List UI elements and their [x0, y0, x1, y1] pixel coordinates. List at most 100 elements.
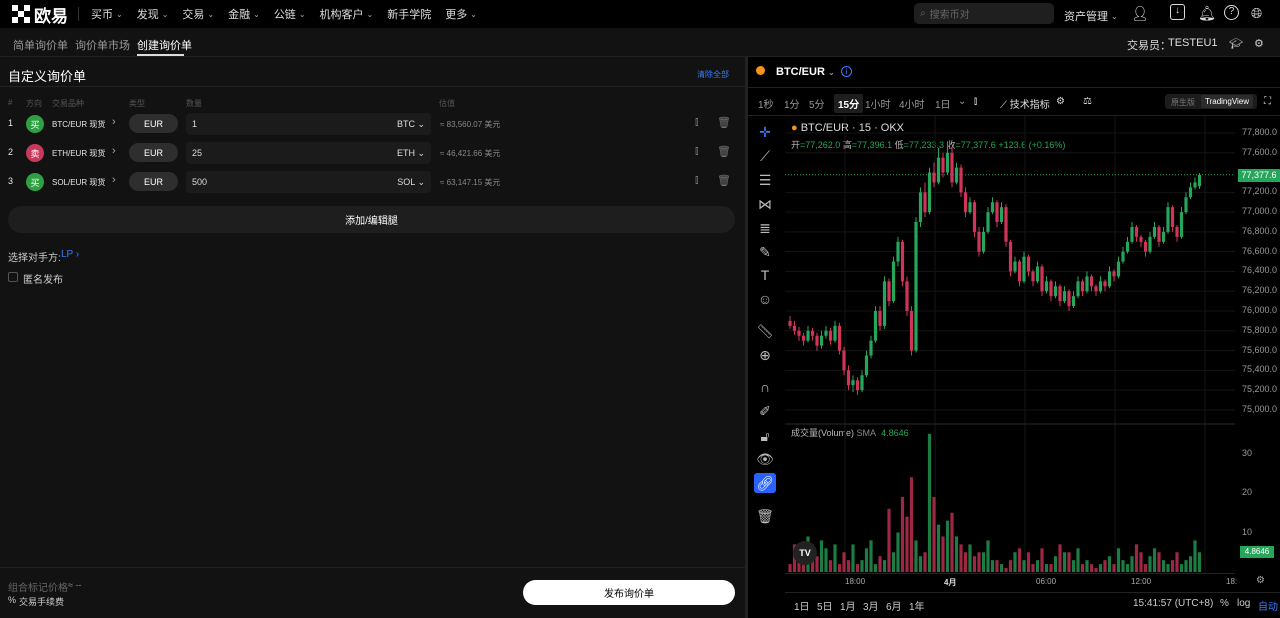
bell-icon[interactable]: 🔔︎	[1198, 5, 1216, 21]
unit-select[interactable]: ETH ⌄	[396, 148, 425, 158]
brand-logo[interactable]: 欧易	[12, 2, 68, 27]
indicators-button[interactable]: ⟋ 技术指标	[1000, 96, 1050, 111]
type-select[interactable]: EUR	[129, 172, 178, 191]
emoji-icon[interactable]: ☺	[757, 291, 773, 307]
delete-icon[interactable]: 🗑︎	[717, 146, 731, 158]
assets-menu[interactable]: 资产管理 ⌄	[1064, 8, 1118, 24]
zoom-in-icon[interactable]: ⊕	[759, 346, 771, 363]
timeframe-1[interactable]: 1分	[784, 100, 800, 111]
pair-selector[interactable]: BTC/EUR ⌄	[776, 66, 835, 78]
volume-bar	[837, 564, 842, 572]
horizontal-lines-icon[interactable]: ☰	[758, 171, 772, 188]
tradingview-logo[interactable]: TV	[793, 541, 817, 565]
search-input[interactable]: ⌕ 搜索币对	[914, 3, 1054, 24]
submit-rfq-button[interactable]: 发布询价单	[523, 580, 735, 605]
timeframe-5[interactable]: 4小时	[899, 100, 925, 111]
type-select[interactable]: EUR	[129, 143, 178, 162]
range-button[interactable]: 3月	[863, 602, 879, 613]
info-icon[interactable]: i	[841, 66, 852, 77]
side-badge[interactable]: 卖	[26, 144, 44, 162]
quantity-input[interactable]: 25 ETH ⌄	[186, 142, 431, 164]
brush-icon[interactable]: ✎	[759, 243, 771, 260]
graduation-cap-icon[interactable]: 🎓︎	[1229, 38, 1243, 50]
view-native[interactable]: 原生版	[1171, 98, 1195, 107]
side-badge[interactable]: 买	[26, 173, 44, 191]
trendline-icon[interactable]: ⟋	[760, 147, 770, 164]
axis-settings-icon[interactable]: ⚙	[1256, 575, 1265, 586]
tab-simple-rfq[interactable]: 简单询价单	[13, 40, 68, 52]
candle-body	[896, 241, 900, 262]
tab-rfq-market[interactable]: 询价单市场	[75, 40, 130, 52]
help-icon[interactable]: ?	[1224, 5, 1239, 20]
chart-settings-icon[interactable]: ⚙	[1056, 96, 1065, 107]
link-icon[interactable]: 🔗︎	[754, 473, 776, 493]
range-button[interactable]: 1日	[794, 602, 810, 613]
range-button[interactable]: 1月	[840, 602, 856, 613]
clear-all-link[interactable]: 清除全部	[697, 70, 729, 79]
fee-label[interactable]: 交易手续费	[19, 597, 65, 607]
nav-item[interactable]: 更多 ⌄	[445, 6, 477, 22]
timeframe-3[interactable]: 15分	[834, 94, 864, 113]
volume-bar	[1085, 560, 1089, 572]
nav-item[interactable]: 公链 ⌄	[274, 6, 306, 22]
magnet-icon[interactable]: ∩	[759, 379, 771, 395]
nav-item[interactable]: 交易 ⌄	[182, 6, 214, 22]
settings-icon[interactable]: ⚙	[1254, 38, 1264, 50]
candlestick-icon[interactable]: ⫾	[695, 116, 699, 128]
timeframe-6[interactable]: 1日	[935, 100, 951, 111]
timeframe-0[interactable]: 1秒	[758, 100, 774, 111]
user-icon[interactable]: 👤︎	[1131, 5, 1149, 21]
chevron-down-icon[interactable]: ⌄	[958, 96, 967, 107]
panel-resize-handle[interactable]	[745, 57, 748, 618]
ruler-icon[interactable]: 📏︎	[756, 322, 774, 339]
price-chart[interactable]	[785, 116, 1235, 574]
eye-icon[interactable]: 👁︎	[756, 450, 774, 467]
delete-icon[interactable]: 🗑︎	[717, 175, 731, 187]
auto-toggle[interactable]: 自动	[1258, 602, 1278, 613]
unlock-icon[interactable]: 🔓︎	[760, 427, 770, 444]
counterparty-select[interactable]: LP ›	[61, 249, 79, 260]
candlestick-icon[interactable]: ⫾	[695, 174, 699, 186]
chevron-right-icon[interactable]: ›	[112, 174, 116, 186]
side-badge[interactable]: 买	[26, 115, 44, 133]
nav-item[interactable]: 发现 ⌄	[137, 6, 169, 22]
chevron-right-icon[interactable]: ›	[112, 116, 116, 128]
range-button[interactable]: 6月	[886, 602, 902, 613]
nav-item[interactable]: 买币 ⌄	[91, 6, 123, 22]
fullscreen-icon[interactable]: ⛶	[1264, 96, 1271, 107]
nav-item[interactable]: 新手学院	[387, 6, 431, 22]
fib-icon[interactable]: ≣	[759, 219, 771, 236]
view-tradingview[interactable]: TradingView	[1201, 95, 1254, 108]
trash-icon[interactable]: 🗑︎	[756, 507, 774, 524]
download-icon[interactable]: ↓	[1170, 4, 1185, 20]
quantity-input[interactable]: 500 SOL ⌄	[186, 171, 431, 193]
scale-icon[interactable]: ⚖	[1083, 96, 1092, 107]
nav-item[interactable]: 机构客户 ⌄	[320, 6, 374, 22]
header-quantity: 数量	[186, 99, 202, 108]
candle-type-icon[interactable]: ⫾	[974, 96, 978, 107]
tab-create-rfq[interactable]: 创建询价单	[137, 40, 192, 52]
nav-item[interactable]: 金融 ⌄	[228, 6, 260, 22]
pattern-icon[interactable]: ⋈	[758, 195, 772, 212]
chevron-right-icon[interactable]: ›	[112, 145, 116, 157]
globe-icon[interactable]: 🌐︎	[1251, 5, 1263, 21]
delete-icon[interactable]: 🗑︎	[717, 117, 731, 129]
type-select[interactable]: EUR	[129, 114, 178, 133]
candlestick-icon[interactable]: ⫾	[695, 145, 699, 157]
anonymous-checkbox[interactable]	[8, 272, 18, 282]
range-button[interactable]: 1年	[909, 602, 925, 613]
close-value: =77,377.6	[955, 140, 996, 150]
timeframe-2[interactable]: 5分	[809, 100, 825, 111]
percent-toggle[interactable]: %	[1220, 598, 1229, 609]
text-icon[interactable]: T	[760, 267, 770, 283]
timeframe-4[interactable]: 1小时	[865, 100, 891, 111]
unit-select[interactable]: SOL ⌄	[397, 177, 425, 187]
log-toggle[interactable]: log	[1237, 598, 1251, 609]
add-edit-leg-button[interactable]: 添加/编辑腿	[8, 206, 735, 233]
crosshair-icon[interactable]: ✛	[759, 123, 771, 140]
percent-icon: %	[8, 595, 17, 605]
quantity-input[interactable]: 1 BTC ⌄	[186, 113, 431, 135]
lock-draw-icon[interactable]: ✐	[759, 402, 771, 419]
range-button[interactable]: 5日	[817, 602, 833, 613]
unit-select[interactable]: BTC ⌄	[396, 119, 425, 129]
